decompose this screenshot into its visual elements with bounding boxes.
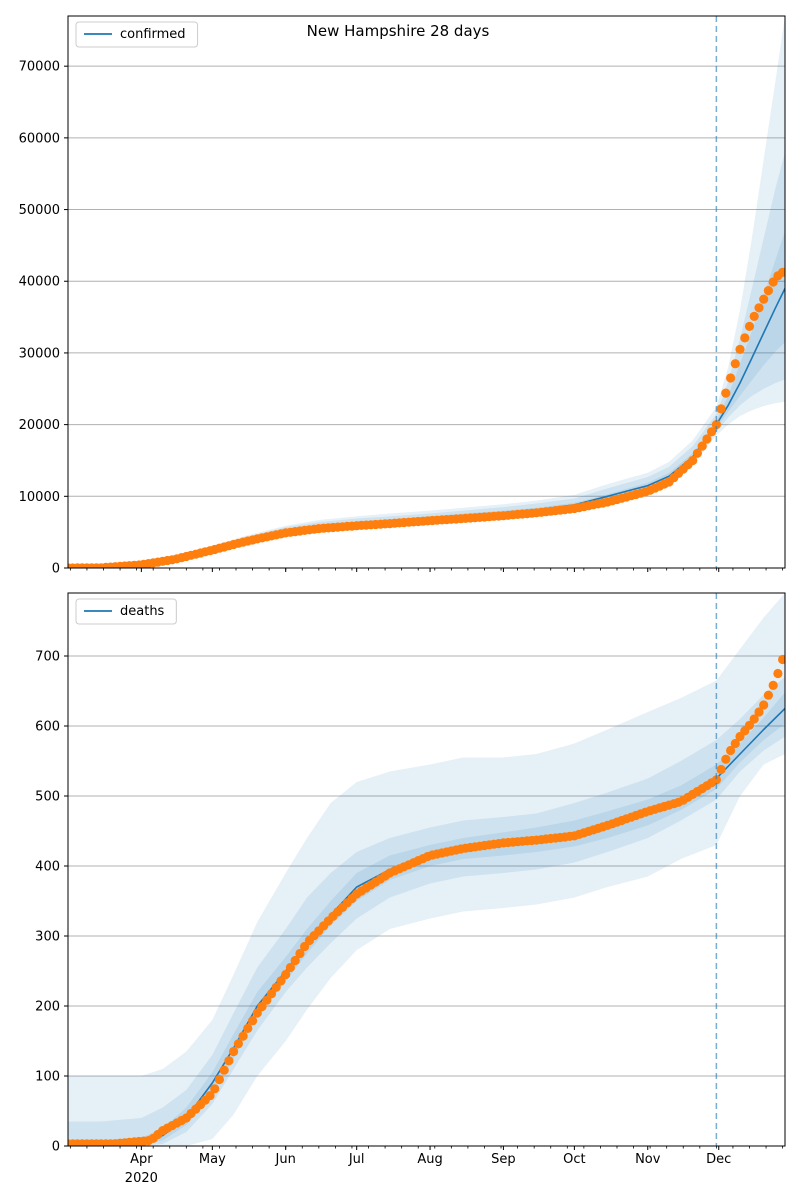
figure-title: New Hampshire 28 days	[307, 22, 490, 40]
observed-point	[749, 714, 759, 724]
observed-point	[224, 1056, 234, 1066]
observed-point	[735, 344, 745, 354]
observed-point	[692, 448, 703, 458]
observed-point	[754, 303, 764, 313]
observed-point	[763, 690, 774, 700]
axes-frame	[67, 15, 786, 569]
observed-point	[233, 1039, 243, 1049]
observed-point	[702, 434, 712, 444]
plot-area	[68, 593, 785, 1146]
x-tick-label: Nov	[635, 1152, 661, 1167]
observed-point	[726, 745, 736, 756]
observed-point	[763, 286, 774, 296]
x-year-label: 2020	[125, 1171, 158, 1186]
deaths-panel: 0 100 200 300 400 500 600 700 Apr May Jun Jul Aug Sep…	[35, 592, 786, 1186]
observed-point	[281, 969, 291, 980]
y-tick-label: 400	[35, 860, 60, 875]
observed-point	[238, 1031, 248, 1041]
y-tick-label: 500	[35, 790, 60, 805]
y-tick-label: 50000	[19, 203, 60, 218]
observed-point	[229, 1046, 239, 1057]
observed-point	[295, 948, 305, 959]
observed-point	[730, 738, 740, 749]
legend-box	[75, 21, 199, 48]
x-tick-label: Aug	[417, 1152, 442, 1167]
observed-point	[744, 321, 755, 331]
observed-point	[285, 962, 295, 973]
observed-point	[716, 764, 726, 775]
y-tick-label: 60000	[19, 131, 60, 146]
legend-label: confirmed	[120, 27, 186, 42]
y-tick-label: 0	[52, 562, 60, 577]
plot-area	[68, 16, 785, 568]
y-tick-label: 70000	[19, 60, 60, 75]
x-tick-label: Apr	[130, 1152, 153, 1167]
observed-point	[243, 1023, 253, 1033]
y-tick-label: 200	[35, 1000, 60, 1015]
observed-point	[248, 1016, 258, 1026]
observed-point	[205, 1091, 215, 1101]
observed-point	[688, 455, 698, 466]
observed-point	[257, 1002, 267, 1012]
y-tick-label: 100	[35, 1070, 60, 1085]
observed-point	[276, 976, 286, 986]
confirmed-panel: 0 10000 20000 30000 40000 50000 60000 70000 conf…	[19, 15, 786, 577]
observed-point	[759, 294, 769, 304]
observed-point	[726, 373, 736, 383]
observed-point	[778, 654, 785, 665]
y-tick-label: 0	[52, 1140, 60, 1155]
observed-point	[219, 1065, 229, 1075]
observed-point	[740, 333, 750, 343]
observed-point	[290, 955, 300, 966]
observed-point	[773, 668, 783, 679]
x-tick-label: Dec	[706, 1152, 731, 1167]
observed-point	[707, 427, 717, 437]
x-tick-label: Jul	[348, 1152, 365, 1167]
observed-point	[768, 680, 778, 691]
observed-point	[711, 420, 722, 430]
axes-frame	[67, 592, 786, 1147]
observed-point	[759, 700, 769, 710]
observed-point	[716, 404, 726, 414]
observed-point	[721, 388, 731, 398]
x-tick-label: Jun	[275, 1152, 296, 1167]
observed-point	[749, 311, 759, 321]
observed-point	[711, 775, 722, 785]
uncertainty-band-1	[68, 593, 785, 1146]
legend-label: deaths	[120, 604, 165, 619]
observed-point	[252, 1008, 262, 1018]
x-tick-label: May	[199, 1152, 226, 1167]
y-tick-label: 10000	[19, 490, 60, 505]
y-tick-label: 300	[35, 930, 60, 945]
observed-point	[262, 995, 272, 1005]
observed-point	[214, 1074, 224, 1085]
observed-point	[697, 441, 707, 451]
legend-box	[75, 598, 177, 625]
legend: confirmed	[75, 21, 199, 48]
observed-point	[754, 707, 764, 717]
x-tick-label: Oct	[563, 1152, 585, 1167]
observed-point	[721, 754, 731, 764]
observed-point	[778, 267, 785, 277]
observed-point	[271, 982, 281, 992]
observed-point	[266, 989, 277, 999]
observed-point	[210, 1084, 220, 1094]
observed-point	[744, 720, 755, 730]
y-tick-label: 40000	[19, 275, 60, 290]
y-tick-label: 30000	[19, 346, 60, 361]
observed-point	[730, 359, 740, 369]
y-tick-label: 20000	[19, 418, 60, 433]
y-tick-label: 700	[35, 650, 60, 665]
legend: deaths	[75, 598, 177, 625]
y-tick-label: 600	[35, 720, 60, 735]
x-tick-label: Sep	[491, 1152, 516, 1167]
